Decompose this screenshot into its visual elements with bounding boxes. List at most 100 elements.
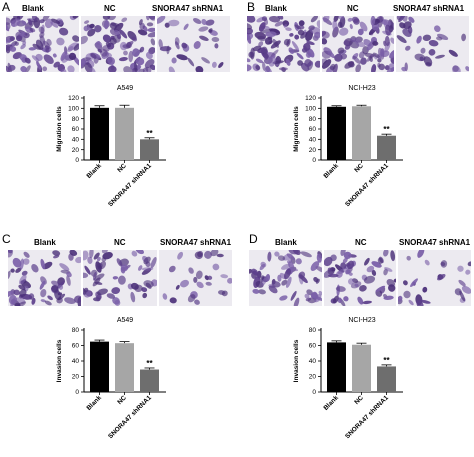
y-tick-label: 80 <box>72 327 80 334</box>
bar <box>377 366 396 392</box>
bar-chart: A549 0 20 40 60 80 100 120 Migration cells Blank N… <box>56 85 166 208</box>
bar <box>327 342 346 392</box>
bar-chart: A549 0 20 40 60 80 Invasion cells Blank NC ** SNOR… <box>56 317 166 440</box>
x-tick-label: NC <box>353 394 365 406</box>
y-tick-label: 20 <box>309 374 317 381</box>
micrograph-strip <box>249 250 471 306</box>
image-label-nc: NC <box>355 238 367 247</box>
y-axis-label: Migration cells <box>56 106 63 152</box>
micrograph-strip <box>8 250 232 306</box>
bar <box>327 106 346 160</box>
image-label-shrna: SNORA47 shRNA1 <box>152 4 224 13</box>
micrograph-strip <box>247 16 469 72</box>
micrograph-image <box>158 250 232 306</box>
panel-d: D Blank NC SNORA47 shRNA1 NCI-H23 0 20 40 60… <box>237 228 474 457</box>
y-tick-label: 0 <box>312 157 316 164</box>
chart-title: A549 <box>117 317 133 324</box>
x-tick-label: NC <box>116 162 128 174</box>
bar <box>115 343 134 392</box>
bar <box>140 139 159 160</box>
chart-title: A549 <box>117 85 133 92</box>
y-axis-label: Migration cells <box>293 106 300 152</box>
image-label-blank: Blank <box>265 4 287 13</box>
y-tick-label: 0 <box>312 389 316 396</box>
image-label-nc: NC <box>104 4 116 13</box>
image-label-shrna: SNORA47 shRNA1 <box>160 238 232 247</box>
x-tick-label: Blank <box>322 162 340 180</box>
y-tick-label: 20 <box>72 374 80 381</box>
micrograph-image <box>398 250 471 306</box>
panel-letter: D <box>249 232 258 246</box>
image-label-blank: Blank <box>22 4 44 13</box>
image-label-nc: NC <box>114 238 126 247</box>
y-tick-label: 40 <box>309 358 317 365</box>
x-tick-label: SNORA47 shRNA1 <box>107 394 153 440</box>
x-tick-label: NC <box>353 162 365 174</box>
y-tick-label: 40 <box>72 358 80 365</box>
y-axis-label: Invasion cells <box>293 339 300 382</box>
y-tick-label: 120 <box>68 95 79 102</box>
y-tick-label: 100 <box>305 106 316 113</box>
bar <box>352 344 371 392</box>
micrograph-image <box>249 250 322 306</box>
micrograph-image <box>156 16 230 72</box>
bar-chart: NCI-H23 0 20 40 60 80 Invasion cells Blank NC ** S… <box>293 317 403 440</box>
micrograph-image <box>247 16 320 72</box>
image-label-blank: Blank <box>34 238 56 247</box>
image-label-shrna: SNORA47 shRNA1 <box>393 4 465 13</box>
bar <box>352 106 371 160</box>
bar <box>140 369 159 392</box>
x-tick-label: Blank <box>85 394 103 412</box>
micrograph-image <box>321 16 395 72</box>
micrograph-image <box>396 16 469 72</box>
y-tick-label: 120 <box>305 95 316 102</box>
y-tick-label: 60 <box>309 126 317 133</box>
y-tick-label: 0 <box>75 157 79 164</box>
significance-marker: ** <box>146 129 153 138</box>
y-tick-label: 80 <box>72 116 80 123</box>
y-tick-label: 0 <box>75 389 79 396</box>
micrograph-strip <box>6 16 230 72</box>
micrograph-image <box>81 16 155 72</box>
y-tick-label: 20 <box>72 147 80 154</box>
y-axis-label: Invasion cells <box>56 339 63 382</box>
x-tick-label: SNORA47 shRNA1 <box>344 162 390 208</box>
panel-letter: B <box>247 0 256 14</box>
y-tick-label: 100 <box>68 106 79 113</box>
micrograph-image <box>8 250 82 306</box>
y-tick-label: 40 <box>72 137 80 144</box>
panel-b: B Blank NC SNORA47 shRNA1 NCI-H23 0 20 40 60… <box>237 0 474 228</box>
panel-c: C Blank NC SNORA47 shRNA1 A549 0 20 40 60 80 I… <box>0 228 237 457</box>
image-label-shrna: SNORA47 shRNA1 <box>399 238 471 247</box>
x-tick-label: Blank <box>85 162 103 180</box>
panel-letter: A <box>2 0 11 14</box>
y-tick-label: 20 <box>309 147 317 154</box>
bar <box>90 107 109 160</box>
bar <box>377 135 396 160</box>
significance-marker: ** <box>146 359 153 368</box>
x-tick-label: SNORA47 shRNA1 <box>344 394 390 440</box>
micrograph-image <box>6 16 80 72</box>
x-tick-label: Blank <box>322 394 340 412</box>
significance-marker: ** <box>383 356 390 365</box>
image-label-blank: Blank <box>275 238 297 247</box>
x-tick-label: SNORA47 shRNA1 <box>107 162 153 208</box>
bar <box>115 107 134 160</box>
bar <box>90 341 109 392</box>
micrograph-image <box>83 250 157 306</box>
y-tick-label: 60 <box>72 126 80 133</box>
y-tick-label: 80 <box>309 327 317 334</box>
x-tick-label: NC <box>116 394 128 406</box>
y-tick-label: 60 <box>72 343 80 350</box>
chart-title: NCI-H23 <box>348 85 375 92</box>
micrograph-image <box>323 250 397 306</box>
bar-chart: NCI-H23 0 20 40 60 80 100 120 Migration cells Bla… <box>293 85 403 208</box>
y-tick-label: 60 <box>309 343 317 350</box>
significance-marker: ** <box>383 125 390 134</box>
panel-letter: C <box>2 232 11 246</box>
chart-title: NCI-H23 <box>348 317 375 324</box>
y-tick-label: 40 <box>309 137 317 144</box>
panel-a: A Blank NC SNORA47 shRNA1 A549 0 20 40 60 80 1… <box>0 0 237 228</box>
image-label-nc: NC <box>347 4 359 13</box>
y-tick-label: 80 <box>309 116 317 123</box>
